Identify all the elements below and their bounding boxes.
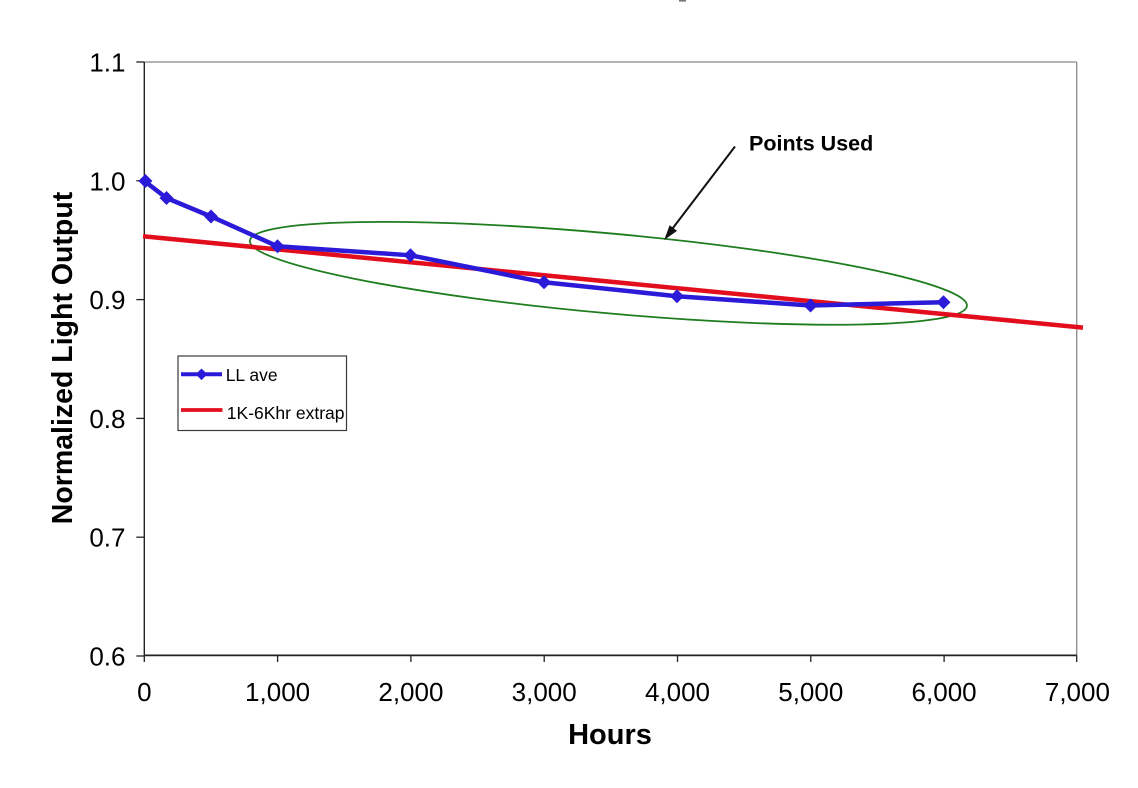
svg-text:1K-6Khr extrap: 1K-6Khr extrap bbox=[227, 403, 345, 423]
svg-text:0.9: 0.9 bbox=[89, 285, 125, 315]
svg-text:7,000: 7,000 bbox=[1045, 677, 1110, 707]
svg-text:1,000: 1,000 bbox=[245, 677, 310, 707]
svg-text:Normalized Light Output: Normalized Light Output bbox=[47, 191, 79, 524]
svg-text:1.0: 1.0 bbox=[89, 166, 125, 196]
svg-text:Points Used: Points Used bbox=[749, 132, 873, 156]
svg-text:2,000: 2,000 bbox=[378, 677, 443, 707]
svg-text:6,000: 6,000 bbox=[912, 677, 977, 707]
svg-text:5,000: 5,000 bbox=[778, 677, 843, 707]
svg-text:0.6: 0.6 bbox=[89, 642, 125, 672]
svg-text:3,000: 3,000 bbox=[512, 677, 577, 707]
svg-text:Hours: Hours bbox=[568, 719, 652, 751]
svg-text:0: 0 bbox=[137, 677, 151, 707]
svg-text:LL ave: LL ave bbox=[226, 365, 278, 385]
svg-text:0.8: 0.8 bbox=[89, 404, 125, 434]
svg-text:1.1: 1.1 bbox=[89, 48, 125, 78]
svg-text:0.7: 0.7 bbox=[89, 523, 125, 553]
svg-text:4,000: 4,000 bbox=[645, 677, 710, 707]
